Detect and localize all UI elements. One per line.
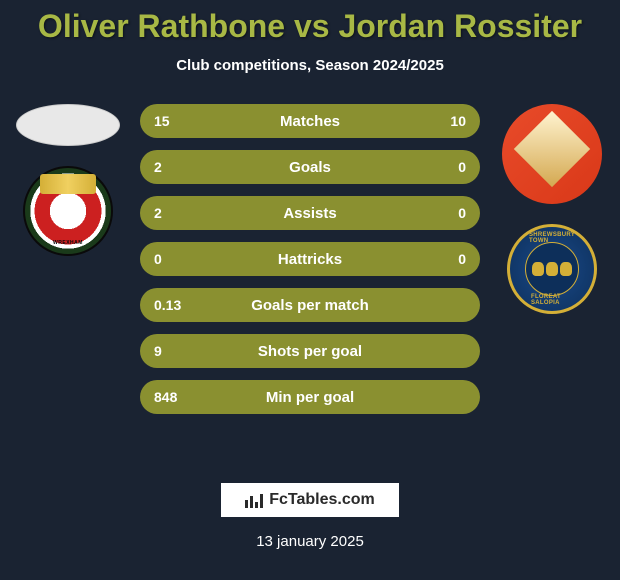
stat-value-right: 10 [426,113,466,129]
stat-value-left: 2 [154,159,194,175]
stat-label: Goals [289,159,331,176]
stat-value-left: 2 [154,205,194,221]
badge-text: FLOREAT SALOPIA [531,294,573,306]
lion-icon [532,262,544,276]
stat-value-right: 0 [426,205,466,221]
stat-row-matches: 15 Matches 10 [140,104,480,138]
stat-label: Shots per goal [258,343,362,360]
stat-row-assists: 2 Assists 0 [140,196,480,230]
stat-label: Matches [280,113,340,130]
footer: FcTables.com 13 january 2025 [0,483,620,550]
badge-text: SHREWSBURY TOWN [529,232,575,244]
stat-row-min-per-goal: 848 Min per goal [140,380,480,414]
stat-value-left: 0.13 [154,297,194,313]
comparison-title: Oliver Rathbone vs Jordan Rossiter [0,0,620,45]
stat-row-goals: 2 Goals 0 [140,150,480,184]
stats-container: 15 Matches 10 2 Goals 0 2 Assists 0 0 Ha… [140,104,480,414]
lion-icon [546,262,558,276]
date-text: 13 january 2025 [256,533,364,550]
lion-icon [560,262,572,276]
stat-value-left: 15 [154,113,194,129]
badge-inner [525,242,579,296]
stat-value-left: 0 [154,251,194,267]
player-left-avatar [16,104,120,146]
stat-value-right: 0 [426,251,466,267]
stat-label: Assists [283,205,336,222]
player-right-avatar [502,104,602,204]
stat-label: Hattricks [278,251,342,268]
brand-box: FcTables.com [221,483,399,517]
stat-row-hattricks: 0 Hattricks 0 [140,242,480,276]
stat-value-left: 9 [154,343,194,359]
bar-chart-icon [245,492,263,508]
stat-label: Min per goal [266,389,354,406]
stat-row-goals-per-match: 0.13 Goals per match [140,288,480,322]
left-player-column [8,104,128,256]
stat-value-left: 848 [154,389,194,405]
stat-label: Goals per match [251,297,369,314]
stat-row-shots-per-goal: 9 Shots per goal [140,334,480,368]
right-player-column: SHREWSBURY TOWN FLOREAT SALOPIA [492,104,612,314]
stat-value-right: 0 [426,159,466,175]
brand-text: FcTables.com [269,491,375,509]
season-subtitle: Club competitions, Season 2024/2025 [0,57,620,74]
club-badge-left [23,166,113,256]
club-badge-right: SHREWSBURY TOWN FLOREAT SALOPIA [507,224,597,314]
